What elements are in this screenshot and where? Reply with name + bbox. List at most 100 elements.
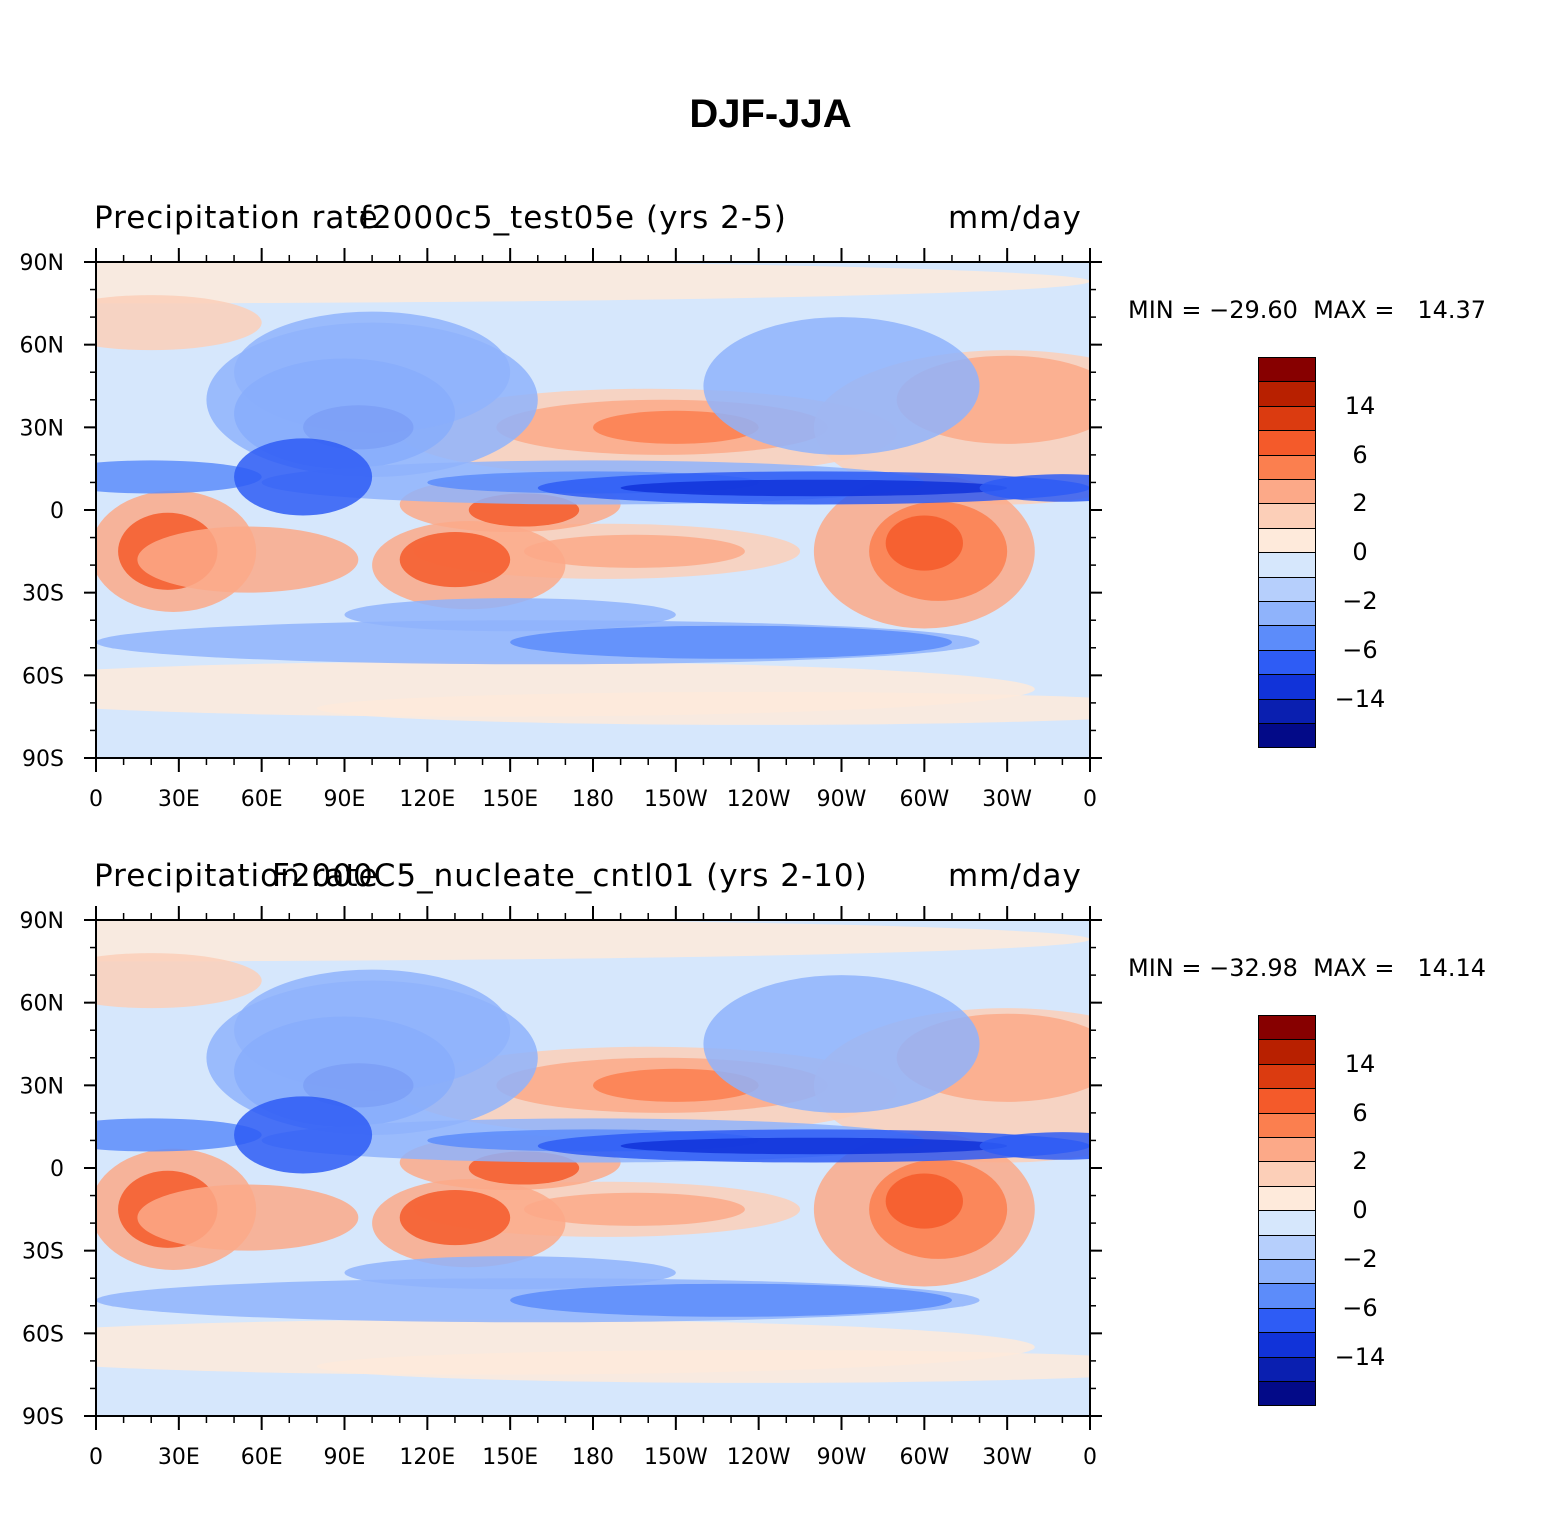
lon-tick-label: 60E — [241, 1445, 283, 1470]
colorbar-swatch — [1258, 601, 1316, 627]
min-max-stats: MIN = −32.98 MAX = 14.14 — [1128, 954, 1487, 982]
precip-contour — [317, 1349, 1090, 1383]
lon-tick-label: 0 — [89, 1445, 103, 1470]
colorbar-swatch — [1258, 1137, 1316, 1163]
lon-tick-label: 60E — [241, 787, 283, 812]
precip-contour — [137, 526, 359, 593]
lat-tick-label: 30S — [22, 582, 64, 607]
precip-contour — [510, 625, 952, 659]
lat-tick-label: 60S — [22, 664, 64, 689]
precip-contour — [96, 295, 262, 351]
colorbar-label: 0 — [1352, 1196, 1368, 1225]
colorbar-swatch — [1258, 649, 1316, 676]
lat-tick-label: 0 — [50, 499, 64, 524]
precip-contour — [137, 1184, 359, 1251]
colorbar-swatch — [1258, 552, 1316, 578]
colorbar-label: 2 — [1352, 1147, 1368, 1176]
lon-tick-label: 120E — [399, 1445, 455, 1470]
colorbar-label: −14 — [1334, 1342, 1386, 1371]
lat-tick-label: 30S — [22, 1240, 64, 1265]
precip-contour — [344, 598, 676, 632]
panel-left-title: Precipitation rate — [94, 858, 379, 894]
precip-contour — [620, 479, 1008, 497]
precip-contour — [979, 1132, 1090, 1160]
colorbar-swatch — [1258, 381, 1316, 407]
precip-contour — [593, 410, 759, 444]
colorbar-swatch — [1258, 1161, 1316, 1187]
precip-contour — [979, 474, 1090, 502]
lon-tick-label: 0 — [1083, 787, 1097, 812]
lon-tick-label: 150E — [482, 787, 538, 812]
lon-tick-label: 30W — [982, 1445, 1032, 1470]
colorbar-swatch — [1258, 1332, 1316, 1358]
precip-contour — [523, 1192, 745, 1226]
precip-contour — [510, 1283, 952, 1317]
panel-units: mm/day — [948, 858, 1082, 894]
panel-units: mm/day — [948, 200, 1082, 236]
lon-tick-label: 120E — [399, 787, 455, 812]
precip-contour — [344, 1256, 676, 1290]
precip-contour — [96, 1118, 262, 1152]
lon-tick-label: 90W — [817, 787, 867, 812]
lon-tick-label: 60W — [899, 1445, 949, 1470]
panel-center-title: F2000C5_nucleate_cntl01 (yrs 2-10) — [272, 858, 868, 894]
precip-contour — [523, 534, 745, 568]
colorbar-swatch — [1258, 503, 1316, 529]
lat-tick-label: 90N — [20, 251, 64, 276]
colorbar-swatch — [1258, 1381, 1316, 1407]
colorbar-swatch — [1258, 454, 1316, 480]
colorbar-swatch — [1258, 1088, 1316, 1114]
colorbar-swatch — [1258, 1259, 1316, 1285]
colorbar-swatch — [1258, 1234, 1316, 1260]
precip-map: 90N 60N 30N 0 30S 60S 90S 0 30E 60E 90E 120E 150E 180… — [20, 248, 1102, 812]
colorbar-label: 14 — [1344, 391, 1376, 420]
precip-contour — [206, 322, 538, 477]
colorbar-swatch — [1258, 576, 1316, 602]
lat-tick-label: 30N — [20, 416, 64, 441]
lon-tick-label: 90W — [817, 1445, 867, 1470]
precip-contour — [703, 975, 980, 1113]
colorbar-swatch — [1258, 625, 1316, 651]
lat-tick-label: 60N — [20, 334, 64, 359]
map-panel-test: 90N 60N 30N 0 30S 60S 90S 0 30E 60E 90E 120E 150E 180… — [0, 200, 1541, 860]
lon-tick-label: 180 — [572, 787, 614, 812]
colorbar-swatch — [1258, 1210, 1316, 1236]
colorbar-swatch — [1258, 1185, 1316, 1212]
min-max-stats: MIN = −29.60 MAX = 14.37 — [1128, 296, 1487, 324]
lat-tick-label: 30N — [20, 1074, 64, 1099]
lat-tick-label: 90S — [22, 747, 64, 772]
colorbar-label: −2 — [1342, 1245, 1378, 1273]
colorbar-swatch — [1258, 1307, 1316, 1334]
colorbar-swatch — [1258, 698, 1316, 724]
colorbar-label: 2 — [1352, 489, 1368, 518]
colorbar-swatch — [1258, 357, 1316, 383]
lon-tick-label: 150W — [644, 787, 708, 812]
colorbar-label: −2 — [1342, 587, 1378, 615]
precip-contour — [317, 691, 1090, 725]
colorbar-swatch — [1258, 479, 1316, 505]
colorbar-label: 6 — [1352, 1098, 1368, 1127]
colorbar-label: −6 — [1342, 635, 1378, 664]
lon-tick-label: 90E — [324, 787, 366, 812]
precip-contour — [399, 1190, 511, 1246]
lon-tick-label: 90E — [324, 1445, 366, 1470]
precip-contour — [96, 262, 1090, 304]
lon-tick-label: 150W — [644, 1445, 708, 1470]
colorbar-swatch — [1258, 1063, 1316, 1090]
colorbar-swatch — [1258, 1356, 1316, 1382]
panel-center-title: f2000c5_test05e (yrs 2-5) — [360, 200, 787, 236]
lon-tick-label: 30W — [982, 787, 1032, 812]
precip-contour — [96, 920, 1090, 962]
colorbar-label: −14 — [1334, 684, 1386, 713]
precip-contour — [620, 1137, 1008, 1155]
colorbar-swatch — [1258, 1039, 1316, 1065]
precip-contour — [96, 460, 262, 494]
lat-tick-label: 60S — [22, 1322, 64, 1347]
lon-tick-label: 60W — [899, 787, 949, 812]
precip-contour — [885, 1173, 963, 1229]
colorbar-swatch — [1258, 1283, 1316, 1309]
precip-contour — [399, 532, 511, 588]
lon-tick-label: 0 — [89, 787, 103, 812]
colorbar-label: 0 — [1352, 538, 1368, 567]
lat-tick-label: 60N — [20, 992, 64, 1017]
